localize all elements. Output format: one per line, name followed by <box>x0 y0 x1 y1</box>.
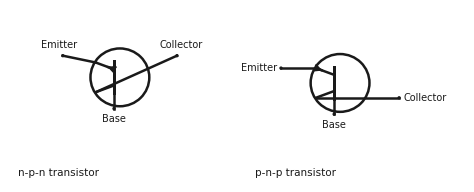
Text: n-p-n transistor: n-p-n transistor <box>18 168 99 178</box>
Text: Base: Base <box>322 120 346 130</box>
Circle shape <box>280 67 282 69</box>
Circle shape <box>176 55 178 57</box>
Text: Base: Base <box>102 114 126 124</box>
Text: Emitter: Emitter <box>241 63 277 73</box>
Text: Emitter: Emitter <box>41 40 77 50</box>
Text: Collector: Collector <box>159 40 202 50</box>
Text: Collector: Collector <box>403 93 447 103</box>
Circle shape <box>113 108 115 110</box>
Circle shape <box>398 97 400 99</box>
Circle shape <box>62 55 64 57</box>
Text: p-n-p transistor: p-n-p transistor <box>255 168 336 178</box>
Circle shape <box>333 113 335 115</box>
